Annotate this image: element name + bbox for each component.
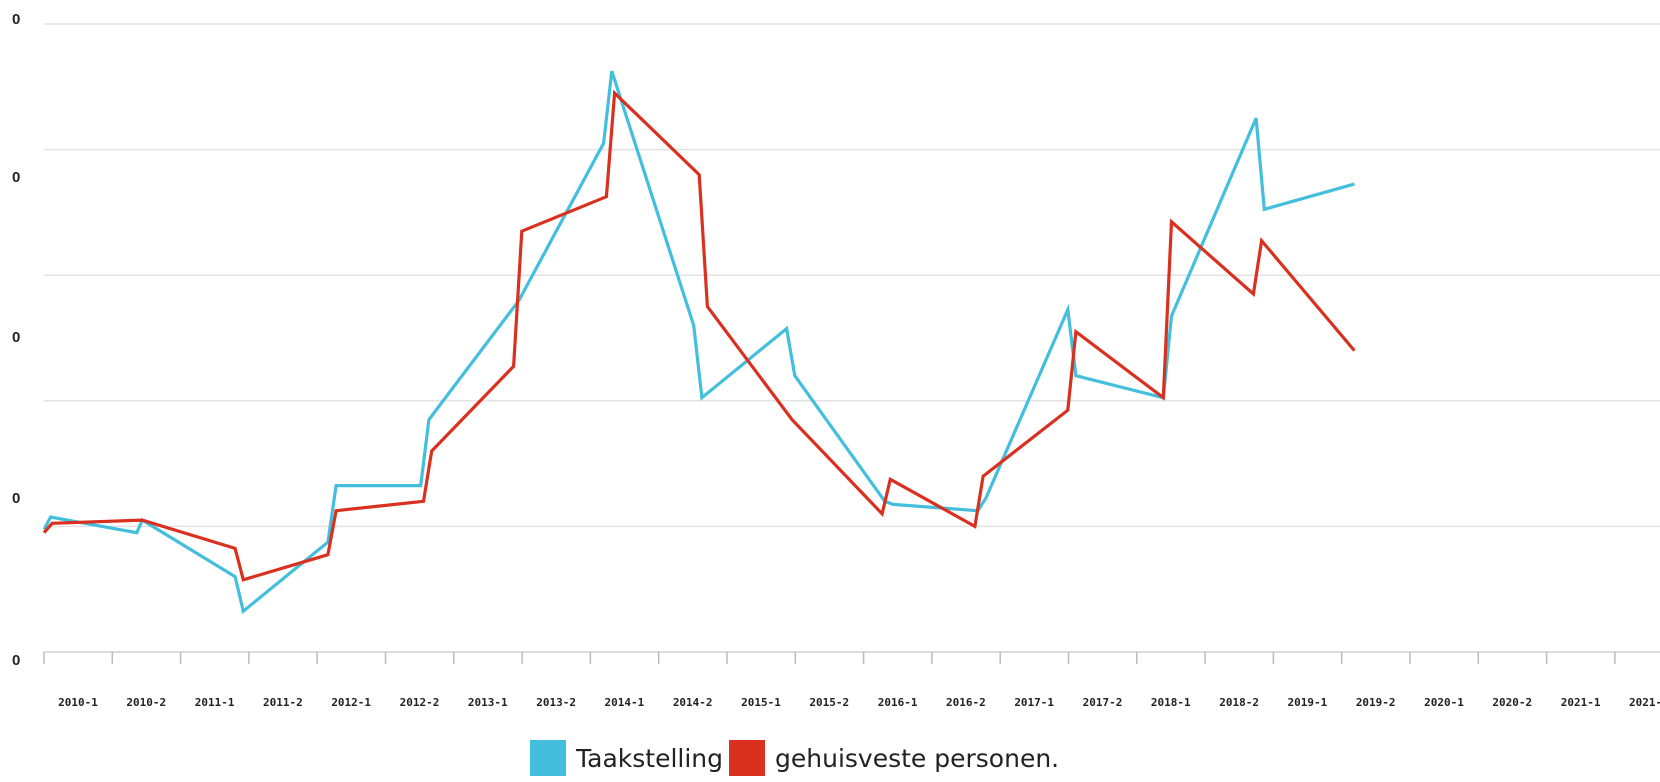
legend-item-taakstelling: Taakstelling (530, 740, 723, 776)
y-tick-label: 0 (12, 11, 20, 28)
x-tick-label: 2013-1 (468, 696, 508, 709)
x-tick-label: 2010-1 (58, 696, 98, 709)
legend-label-gehuisveste-personen: gehuisveste personen. (775, 743, 1060, 773)
legend-item-gehuisveste-personen: gehuisveste personen. (729, 740, 1059, 776)
legend-swatch-gehuisveste-personen (729, 740, 766, 776)
x-tick-label: 2017-1 (1014, 696, 1054, 709)
legend-swatch-taakstelling (530, 740, 566, 776)
series-line-gehuisveste-personen (42, 89, 1356, 582)
y-tick-label: 0 (12, 329, 20, 346)
y-tick-label: 0 (12, 169, 20, 186)
x-tick-label: 2011-2 (263, 696, 303, 709)
legend: Taakstelling gehuisveste personen. (530, 740, 1065, 776)
x-tick-label: 2016-1 (878, 696, 918, 709)
x-tick-label: 2020-1 (1424, 696, 1464, 709)
x-tick-label: 2010-2 (126, 696, 166, 709)
x-tick-label: 2011-1 (195, 696, 235, 709)
x-tick-label: 2015-1 (741, 696, 781, 709)
x-tick-label: 2012-1 (331, 696, 371, 709)
x-tick-label: 2013-2 (536, 696, 576, 709)
x-tick-label: 2021-1 (1561, 696, 1601, 709)
x-tick-label: 2021-2 (1629, 696, 1660, 709)
gridlines (44, 23, 1660, 653)
series-lines (42, 70, 1356, 615)
y-axis-ticks: 0 0 0 0 0 (12, 11, 20, 669)
y-tick-label: 0 (12, 490, 20, 507)
x-tick-label: 2018-1 (1151, 696, 1191, 709)
x-tick-label: 2014-1 (605, 696, 645, 709)
x-tick-label: 2019-2 (1356, 696, 1396, 709)
x-tick-label: 2015-2 (809, 696, 849, 709)
x-tick-label: 2016-2 (946, 696, 986, 709)
y-tick-label: 0 (12, 652, 20, 669)
x-tick-label: 2017-2 (1083, 696, 1123, 709)
x-tick-label: 2019-1 (1288, 696, 1328, 709)
x-tick-label: 2012-2 (400, 696, 440, 709)
x-axis: 2010-1 2010-2 2011-1 2011-2 2012-1 2012-2 2013… (43, 652, 1660, 709)
series-line-taakstelling (42, 70, 1355, 615)
x-tick-label: 2020-2 (1492, 696, 1532, 709)
x-tick-label: 2014-2 (673, 696, 713, 709)
legend-label-taakstelling: Taakstelling (576, 743, 724, 773)
x-tick-label: 2018-2 (1219, 696, 1259, 709)
